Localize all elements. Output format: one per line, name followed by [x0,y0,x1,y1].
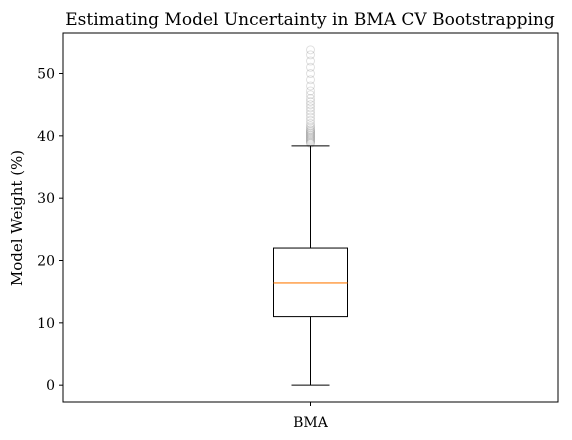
y-tick-label: 10 [37,316,55,332]
y-tick-label: 0 [46,378,55,394]
outlier-point [306,112,315,122]
outlier-point [306,75,315,85]
outlier-point [306,131,315,141]
outlier-point [306,50,315,60]
outlier-point [306,118,315,128]
outlier-point [306,100,315,110]
outlier-point [306,90,315,100]
plot-area-frame [62,32,559,403]
outlier-point [306,132,315,142]
box-element [273,145,348,386]
outlier-point [306,128,315,138]
outlier-point [306,133,315,143]
iqr-box [273,247,348,318]
x-axis-ticks: BMA [293,402,329,431]
outlier-point [306,135,315,145]
outliers [306,45,315,148]
outlier-point [306,115,315,125]
outlier-point [306,126,315,136]
outlier-point [306,109,315,119]
outlier-point [306,103,315,113]
outlier-point [306,123,315,133]
outlier-point [306,45,315,55]
y-axis-ticks: 0 10 20 30 40 50 [37,67,63,394]
outlier-point [306,106,315,116]
outlier-point [306,121,315,131]
y-tick-label: 50 [37,67,55,83]
chart-title: Estimating Model Uncertainty in BMA CV B… [65,10,555,30]
outlier-point [306,97,315,107]
outlier-point [306,130,315,140]
outlier-point [306,127,315,137]
outlier-point [306,69,315,79]
x-tick-label: BMA [293,415,329,431]
y-tick-label: 30 [37,191,55,207]
y-tick-label: 40 [37,129,55,145]
outlier-point [306,56,315,66]
outlier-point [306,93,315,103]
y-tick-label: 20 [37,254,55,270]
outlier-point [306,81,315,91]
outlier-point [306,125,315,135]
y-axis-label: Model Weight (%) [8,150,26,286]
outlier-point [306,62,315,72]
outlier-point [306,136,315,146]
outlier-point [306,86,315,96]
